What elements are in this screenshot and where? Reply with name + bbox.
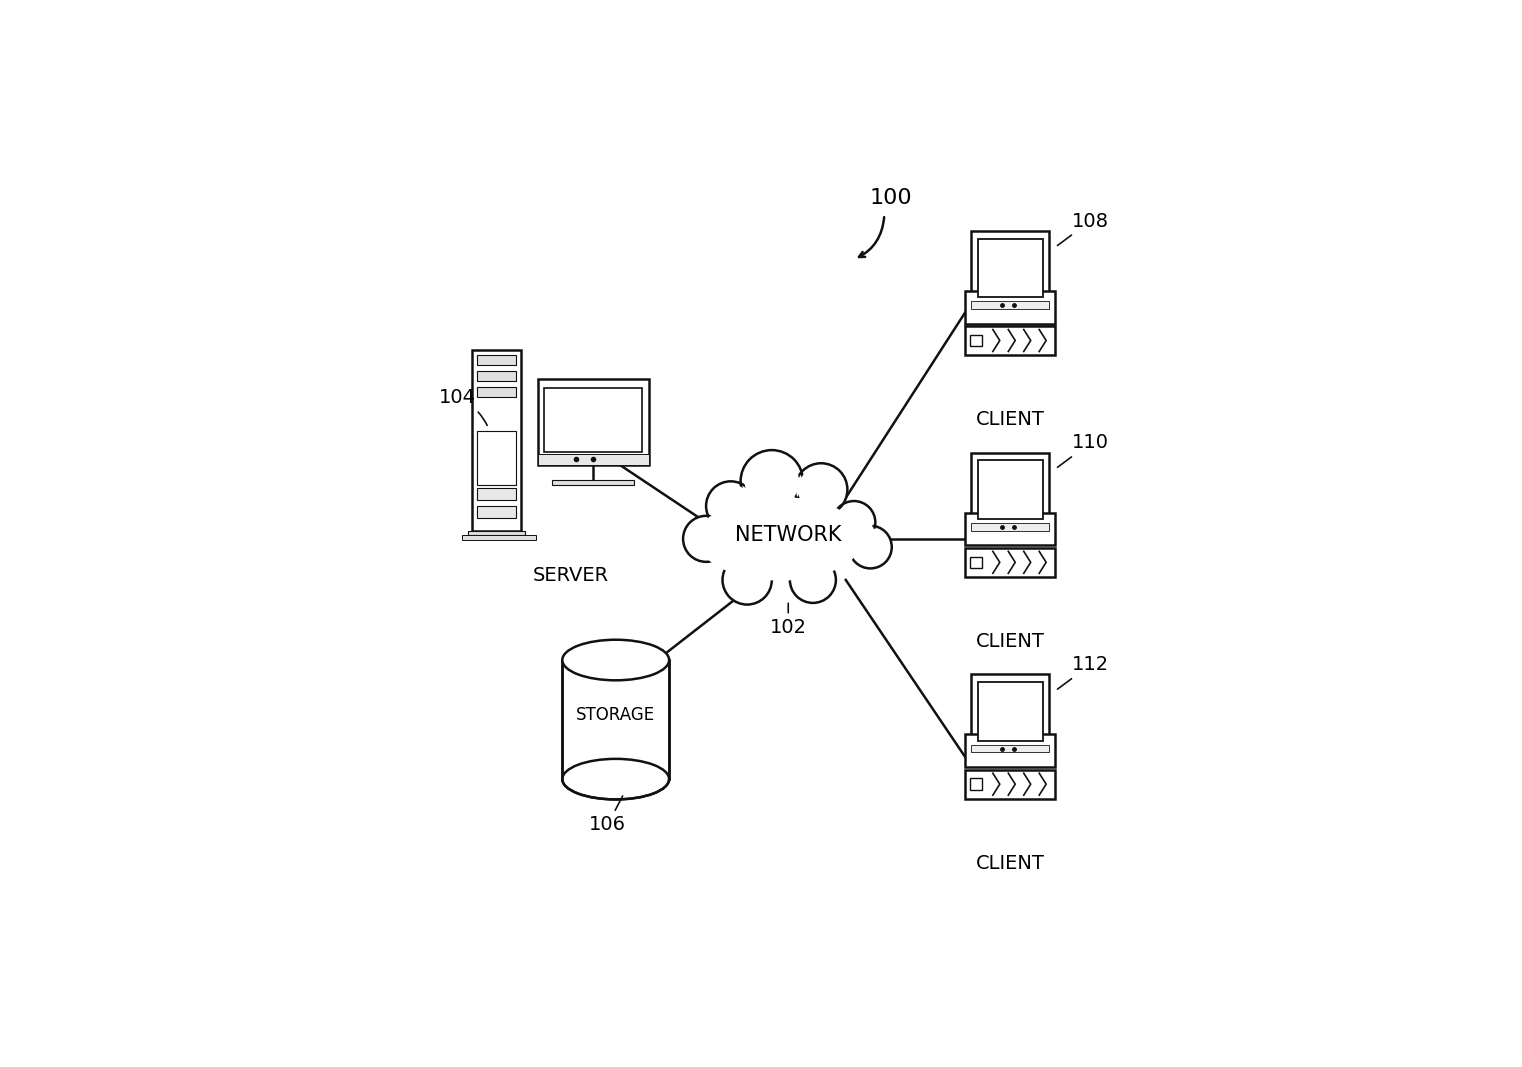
Circle shape [799, 467, 843, 512]
Bar [965, 512, 1055, 545]
Bar [965, 290, 1055, 323]
Text: SERVER: SERVER [533, 567, 609, 586]
Circle shape [794, 463, 848, 515]
Bar [476, 488, 516, 500]
Circle shape [706, 481, 755, 530]
Circle shape [709, 485, 752, 527]
Circle shape [686, 520, 726, 558]
Bar [562, 660, 670, 779]
Bar [971, 452, 1049, 530]
Bar [476, 370, 516, 381]
Ellipse shape [562, 759, 670, 799]
Text: 100: 100 [869, 188, 912, 208]
Circle shape [833, 501, 875, 544]
Bar [971, 674, 1049, 752]
Bar [476, 355, 516, 365]
Circle shape [741, 450, 804, 512]
Ellipse shape [699, 497, 861, 580]
Text: CLIENT: CLIENT [976, 410, 1044, 429]
Text: 102: 102 [770, 603, 807, 637]
Bar [977, 239, 1043, 297]
Bar [476, 431, 516, 485]
Bar [971, 230, 1049, 308]
Bar [965, 734, 1055, 767]
Bar [537, 379, 648, 465]
Bar [476, 506, 516, 517]
Bar [552, 480, 635, 484]
Circle shape [849, 526, 892, 569]
Bar [537, 453, 648, 465]
Text: 106: 106 [589, 796, 626, 834]
Text: 110: 110 [1058, 433, 1108, 467]
Bar [965, 327, 1055, 355]
Circle shape [852, 529, 889, 566]
Bar [472, 350, 521, 530]
Bar [971, 523, 1049, 530]
Bar [463, 536, 536, 540]
Text: NETWORK: NETWORK [735, 525, 842, 545]
Circle shape [726, 559, 769, 601]
Text: 112: 112 [1058, 655, 1110, 689]
Circle shape [723, 555, 772, 605]
Circle shape [683, 515, 729, 562]
Circle shape [836, 505, 872, 541]
Bar [970, 557, 982, 568]
Circle shape [793, 560, 833, 600]
Text: CLIENT: CLIENT [976, 632, 1044, 651]
Bar [971, 745, 1049, 752]
Bar [977, 682, 1043, 740]
Text: 104: 104 [438, 388, 487, 426]
Text: CLIENT: CLIENT [976, 854, 1044, 873]
Bar [476, 386, 516, 397]
Bar [977, 461, 1043, 519]
Text: STORAGE: STORAGE [577, 706, 656, 724]
Circle shape [790, 557, 836, 603]
Bar [970, 779, 982, 790]
Circle shape [746, 455, 799, 508]
Text: 108: 108 [1058, 211, 1108, 245]
Bar [965, 769, 1055, 798]
Bar [965, 547, 1055, 577]
Bar [545, 388, 642, 451]
Bar [469, 530, 525, 536]
Ellipse shape [562, 640, 670, 681]
Bar [970, 335, 982, 347]
Bar [971, 301, 1049, 308]
